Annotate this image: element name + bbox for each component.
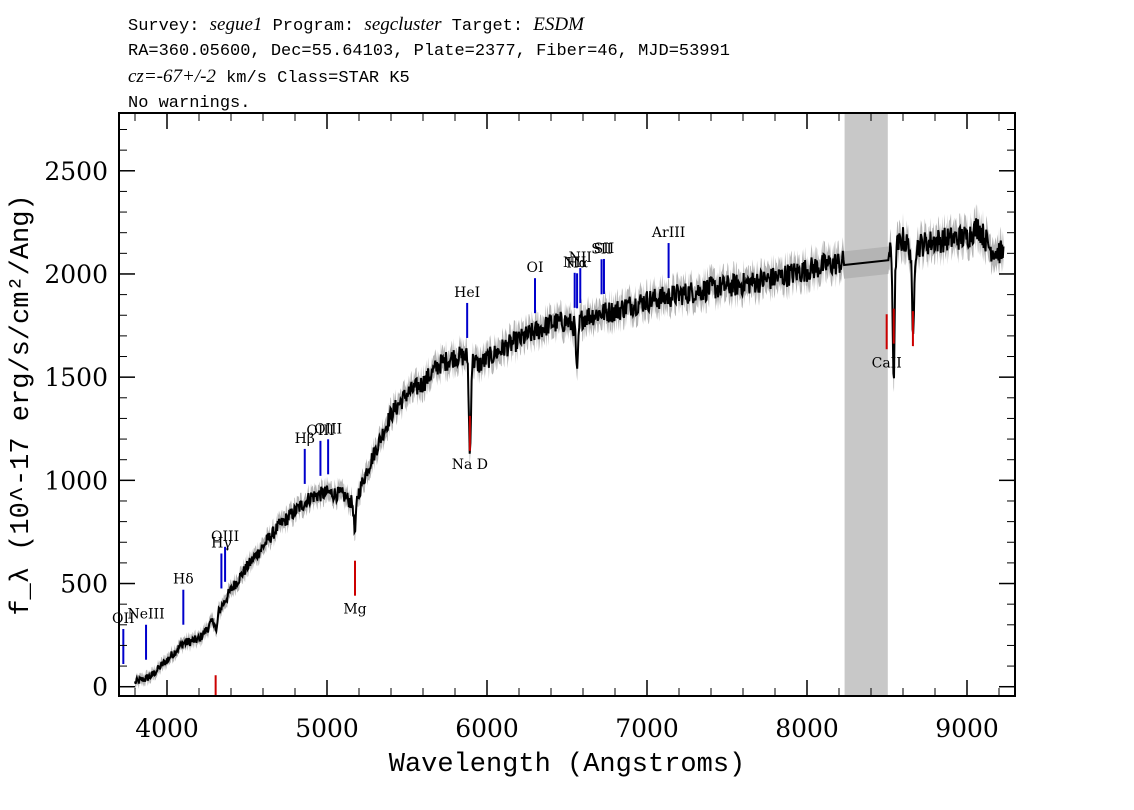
emission-label: Hγ <box>211 535 232 551</box>
target-label: Target: <box>451 17 524 36</box>
emission-label: OIII <box>306 423 334 439</box>
emission-label: OI <box>526 260 543 276</box>
cz-value: cz=-67+/-2 <box>128 66 216 87</box>
program-value: segcluster <box>364 14 442 35</box>
emission-label: OIII <box>211 529 239 545</box>
absorption-label: Mg <box>343 602 366 618</box>
x-tick-label: 9000 <box>935 714 999 743</box>
emission-label: HeI <box>454 285 480 301</box>
y-tick-label: 1000 <box>44 466 108 495</box>
spectrum-header: Survey: segue1 Program: segcluster Targe… <box>128 12 730 116</box>
y-tick-label: 1500 <box>44 363 108 392</box>
program-label: Program: <box>272 17 355 36</box>
spectrum-line <box>134 218 1005 685</box>
emission-label: OII <box>112 611 135 627</box>
x-tick-label: 6000 <box>455 714 519 743</box>
emission-label: ArIII <box>651 225 685 241</box>
y-tick-label: 2500 <box>44 157 108 186</box>
y-tick-label: 2000 <box>44 260 108 289</box>
emission-label: Hδ <box>173 572 194 588</box>
x-tick-label: 8000 <box>775 714 839 743</box>
y-axis-title: f_λ (10^-17 erg/s/cm²/Ang) <box>7 194 37 615</box>
absorption-label: CaII <box>872 355 902 371</box>
emission-label: OIII <box>314 421 342 437</box>
masked-region <box>844 113 888 696</box>
plot-frame <box>118 112 1016 697</box>
survey-value: segue1 <box>209 14 263 35</box>
absorption-label: Na D <box>452 457 488 473</box>
emission-label: NII <box>569 250 592 266</box>
header-coordinates-line: RA=360.05600, Dec=55.64103, Plate=2377, … <box>128 42 730 61</box>
x-axis-title: Wavelength (Angstroms) <box>389 750 745 780</box>
emission-label: NeIII <box>127 607 164 623</box>
emission-label: NII <box>563 255 586 271</box>
emission-label: SII <box>594 241 615 257</box>
class-text: km/s Class=STAR K5 <box>215 69 410 88</box>
emission-label: Hβ <box>295 431 315 447</box>
survey-label: Survey: <box>128 17 200 36</box>
x-tick-label: 5000 <box>295 714 359 743</box>
y-tick-label: 0 <box>92 673 108 702</box>
y-tick-label: 500 <box>60 570 108 599</box>
target-value: ESDM <box>533 14 584 35</box>
header-warnings-line: No warnings. <box>128 94 251 113</box>
header-redshift-line: cz=-67+/-2 km/s Class=STAR K5 <box>128 64 730 91</box>
header-survey-line: Survey: segue1 Program: segcluster Targe… <box>128 12 730 39</box>
x-tick-label: 7000 <box>615 714 679 743</box>
x-tick-label: 4000 <box>135 714 199 743</box>
emission-label: SII <box>591 241 612 257</box>
emission-label: Hα <box>566 255 588 271</box>
